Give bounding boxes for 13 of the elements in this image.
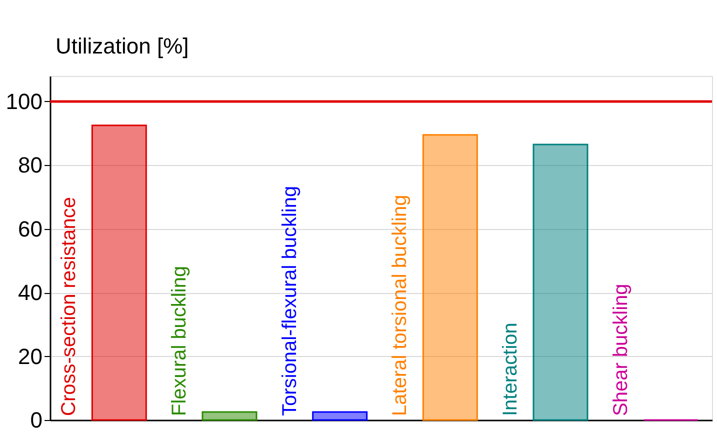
y-tick-label: 40 <box>18 280 42 306</box>
x-tick-label: Interaction <box>500 322 522 416</box>
y-tick-label: 0 <box>30 408 42 432</box>
x-tick-label: Torsional-flexural buckling <box>278 186 301 416</box>
y-axis-title: Utilization [%] <box>56 34 189 58</box>
y-tick-label: 20 <box>18 344 42 369</box>
x-tick-label: Cross-section resistance <box>58 197 80 416</box>
x-tick-label: Flexural buckling <box>168 266 190 416</box>
x-tick-label: Lateral torsional buckling <box>389 194 412 416</box>
y-tick-label: 100 <box>6 88 42 114</box>
x-tick-label: Shear buckling <box>610 284 632 416</box>
y-tick-label: 60 <box>18 216 42 242</box>
y-tick-label: 80 <box>18 152 42 178</box>
